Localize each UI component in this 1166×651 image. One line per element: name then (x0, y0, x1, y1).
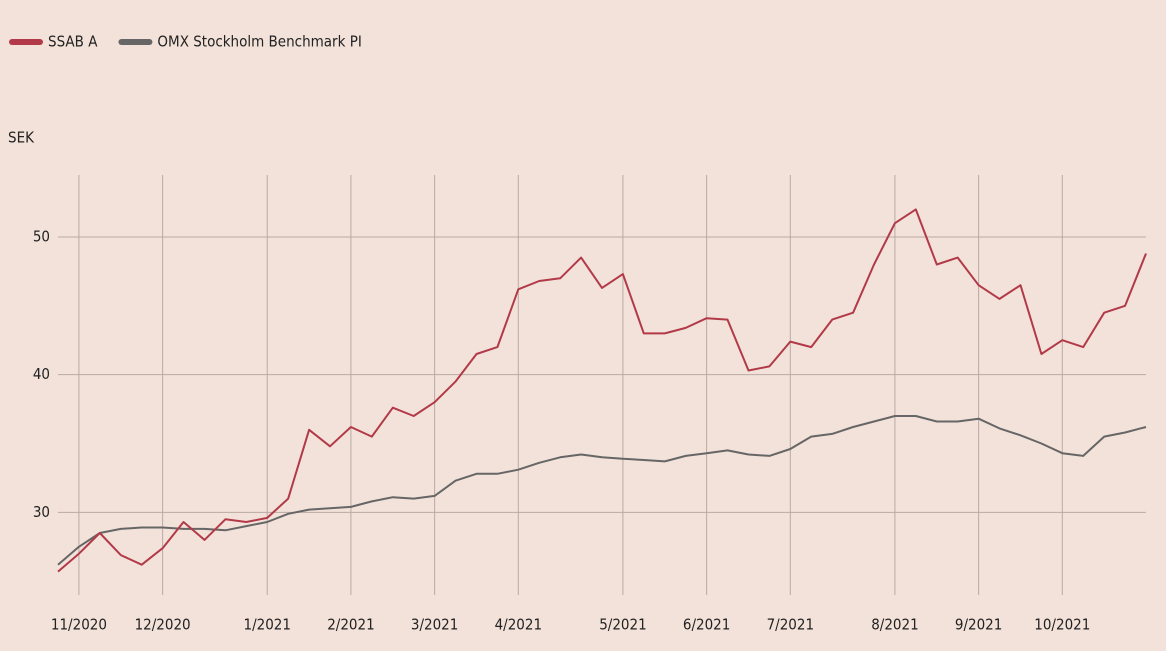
x-tick-label: 6/2021 (683, 616, 730, 634)
x-tick-label: 5/2021 (599, 616, 646, 634)
x-tick-label: 3/2021 (411, 616, 458, 634)
x-tick-label: 8/2021 (871, 616, 918, 634)
y-tick-label: 50 (33, 227, 50, 245)
x-tick-label: 2/2021 (327, 616, 374, 634)
x-tick-label: 12/2020 (135, 616, 191, 634)
series-line (57, 208, 1147, 573)
x-tick-label: 9/2021 (955, 616, 1002, 634)
x-tick-label: 11/2020 (51, 616, 107, 634)
y-tick-label: 40 (33, 365, 50, 383)
x-tick-label: 4/2021 (495, 616, 542, 634)
series-line (57, 415, 1147, 566)
x-tick-label: 7/2021 (767, 616, 814, 634)
legend-label: OMX Stockholm Benchmark PI (157, 33, 361, 51)
x-tick-label: 10/2021 (1034, 616, 1090, 634)
x-tick-label: 1/2021 (243, 616, 290, 634)
y-axis-label: SEK (8, 129, 35, 147)
y-tick-label: 30 (33, 503, 50, 521)
legend-label: SSAB A (48, 33, 98, 51)
